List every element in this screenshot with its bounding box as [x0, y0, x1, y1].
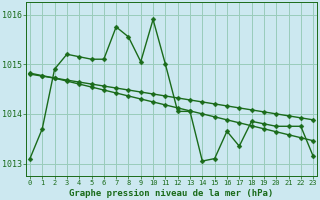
X-axis label: Graphe pression niveau de la mer (hPa): Graphe pression niveau de la mer (hPa)	[69, 189, 274, 198]
